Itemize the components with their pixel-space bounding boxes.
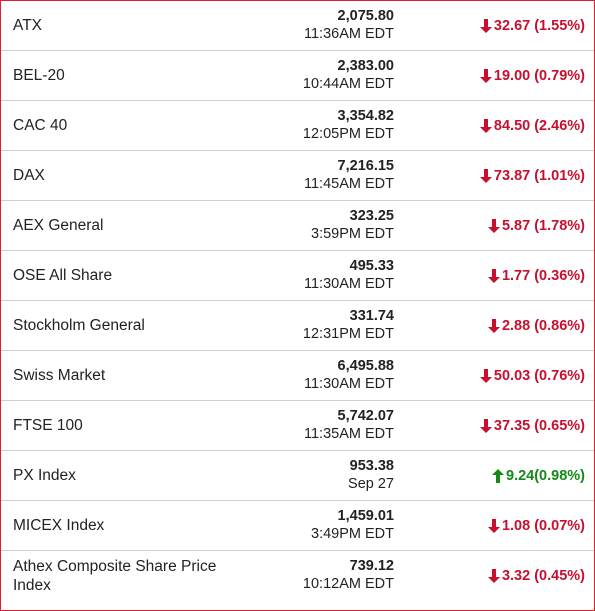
index-time: 3:59PM EDT <box>311 226 394 242</box>
index-value: 3,354.82 <box>337 108 394 124</box>
table-row[interactable]: Swiss Market 6,495.88 11:30AM EDT 50.03 … <box>1 351 594 401</box>
table-row[interactable]: CAC 40 3,354.82 12:05PM EDT 84.50 (2.46%… <box>1 101 594 151</box>
index-change-value: 2.88 (0.86%) <box>501 317 585 334</box>
arrow-up-icon <box>492 468 504 483</box>
index-change-value: 50.03 (0.76%) <box>493 367 585 384</box>
index-time: 3:49PM EDT <box>311 526 394 542</box>
index-time: 11:35AM EDT <box>304 426 394 442</box>
index-name[interactable]: ATX <box>13 17 42 34</box>
index-time: 12:05PM EDT <box>302 126 394 142</box>
index-value: 1,459.01 <box>337 508 394 524</box>
table-row[interactable]: Athex Composite Share Price Index 739.12… <box>1 551 594 601</box>
arrow-down-icon <box>487 318 500 333</box>
index-value: 6,495.88 <box>337 358 394 374</box>
arrow-down-icon <box>479 68 492 83</box>
index-name[interactable]: BEL-20 <box>13 67 65 84</box>
index-value: 953.38 <box>349 458 394 474</box>
index-time: 11:30AM EDT <box>304 276 394 292</box>
arrow-down-icon <box>479 368 492 383</box>
index-value: 2,383.00 <box>337 58 394 74</box>
index-value: 7,216.15 <box>337 158 394 174</box>
index-time: Sep 27 <box>348 476 394 492</box>
index-change: 1.77 (0.36%) <box>487 251 585 300</box>
index-name[interactable]: CAC 40 <box>13 117 68 134</box>
index-change: 2.88 (0.86%) <box>487 301 585 350</box>
index-value: 323.25 <box>349 208 394 224</box>
index-change-value: 3.32 (0.45%) <box>501 567 585 584</box>
index-name[interactable]: MICEX Index <box>13 517 105 534</box>
index-time: 12:31PM EDT <box>302 326 394 342</box>
index-name[interactable]: FTSE 100 <box>13 417 83 434</box>
arrow-down-icon <box>479 168 492 183</box>
index-change: 84.50 (2.46%) <box>479 101 585 150</box>
table-row[interactable]: MICEX Index 1,459.01 3:49PM EDT 1.08 (0.… <box>1 501 594 551</box>
index-time: 10:12AM EDT <box>302 576 394 592</box>
table-row[interactable]: ATX 2,075.80 11:36AM EDT 32.67 (1.55%) <box>1 1 594 51</box>
index-change: 37.35 (0.65%) <box>479 401 585 450</box>
index-name[interactable]: PX Index <box>13 467 76 484</box>
index-change-value: 1.77 (0.36%) <box>501 267 585 284</box>
index-change: 9.24(0.98%) <box>492 451 585 500</box>
index-name[interactable]: Stockholm General <box>13 317 145 334</box>
index-name[interactable]: AEX General <box>13 217 104 234</box>
arrow-down-icon <box>479 18 492 33</box>
index-value: 5,742.07 <box>337 408 394 424</box>
index-name[interactable]: DAX <box>13 167 45 184</box>
table-row[interactable]: AEX General 323.25 3:59PM EDT 5.87 (1.78… <box>1 201 594 251</box>
index-time: 10:44AM EDT <box>302 76 394 92</box>
index-name[interactable]: Swiss Market <box>13 367 106 384</box>
index-value: 739.12 <box>349 558 394 574</box>
arrow-down-icon <box>479 118 492 133</box>
index-time: 11:45AM EDT <box>304 176 394 192</box>
arrow-down-icon <box>487 218 500 233</box>
index-change: 5.87 (1.78%) <box>487 201 585 250</box>
index-value: 495.33 <box>349 258 394 274</box>
index-change: 1.08 (0.07%) <box>487 501 585 550</box>
table-row[interactable]: Stockholm General 331.74 12:31PM EDT 2.8… <box>1 301 594 351</box>
index-change-value: 1.08 (0.07%) <box>501 517 585 534</box>
index-change-value: 84.50 (2.46%) <box>493 117 585 134</box>
index-change: 50.03 (0.76%) <box>479 351 585 400</box>
index-change-value: 9.24(0.98%) <box>506 467 585 484</box>
index-change: 3.32 (0.45%) <box>487 551 585 600</box>
index-change-value: 19.00 (0.79%) <box>493 67 585 84</box>
index-change-value: 32.67 (1.55%) <box>493 17 585 34</box>
table-row[interactable]: BEL-20 2,383.00 10:44AM EDT 19.00 (0.79%… <box>1 51 594 101</box>
index-time: 11:36AM EDT <box>304 26 394 42</box>
index-change-value: 37.35 (0.65%) <box>493 417 585 434</box>
index-name[interactable]: OSE All Share <box>13 267 113 284</box>
index-change: 73.87 (1.01%) <box>479 151 585 200</box>
table-row[interactable]: PX Index 953.38 Sep 27 9.24(0.98%) <box>1 451 594 501</box>
index-value: 2,075.80 <box>337 8 394 24</box>
arrow-down-icon <box>487 568 500 583</box>
arrow-down-icon <box>487 518 500 533</box>
index-change: 19.00 (0.79%) <box>479 51 585 100</box>
table-row[interactable]: DAX 7,216.15 11:45AM EDT 73.87 (1.01%) <box>1 151 594 201</box>
arrow-down-icon <box>487 268 500 283</box>
index-change: 32.67 (1.55%) <box>479 1 585 50</box>
index-name[interactable]: Athex Composite Share Price Index <box>13 557 217 594</box>
index-change-value: 73.87 (1.01%) <box>493 167 585 184</box>
arrow-down-icon <box>479 418 492 433</box>
table-row[interactable]: OSE All Share 495.33 11:30AM EDT 1.77 (0… <box>1 251 594 301</box>
table-row[interactable]: FTSE 100 5,742.07 11:35AM EDT 37.35 (0.6… <box>1 401 594 451</box>
index-change-value: 5.87 (1.78%) <box>501 217 585 234</box>
index-value: 331.74 <box>349 308 394 324</box>
index-time: 11:30AM EDT <box>304 376 394 392</box>
